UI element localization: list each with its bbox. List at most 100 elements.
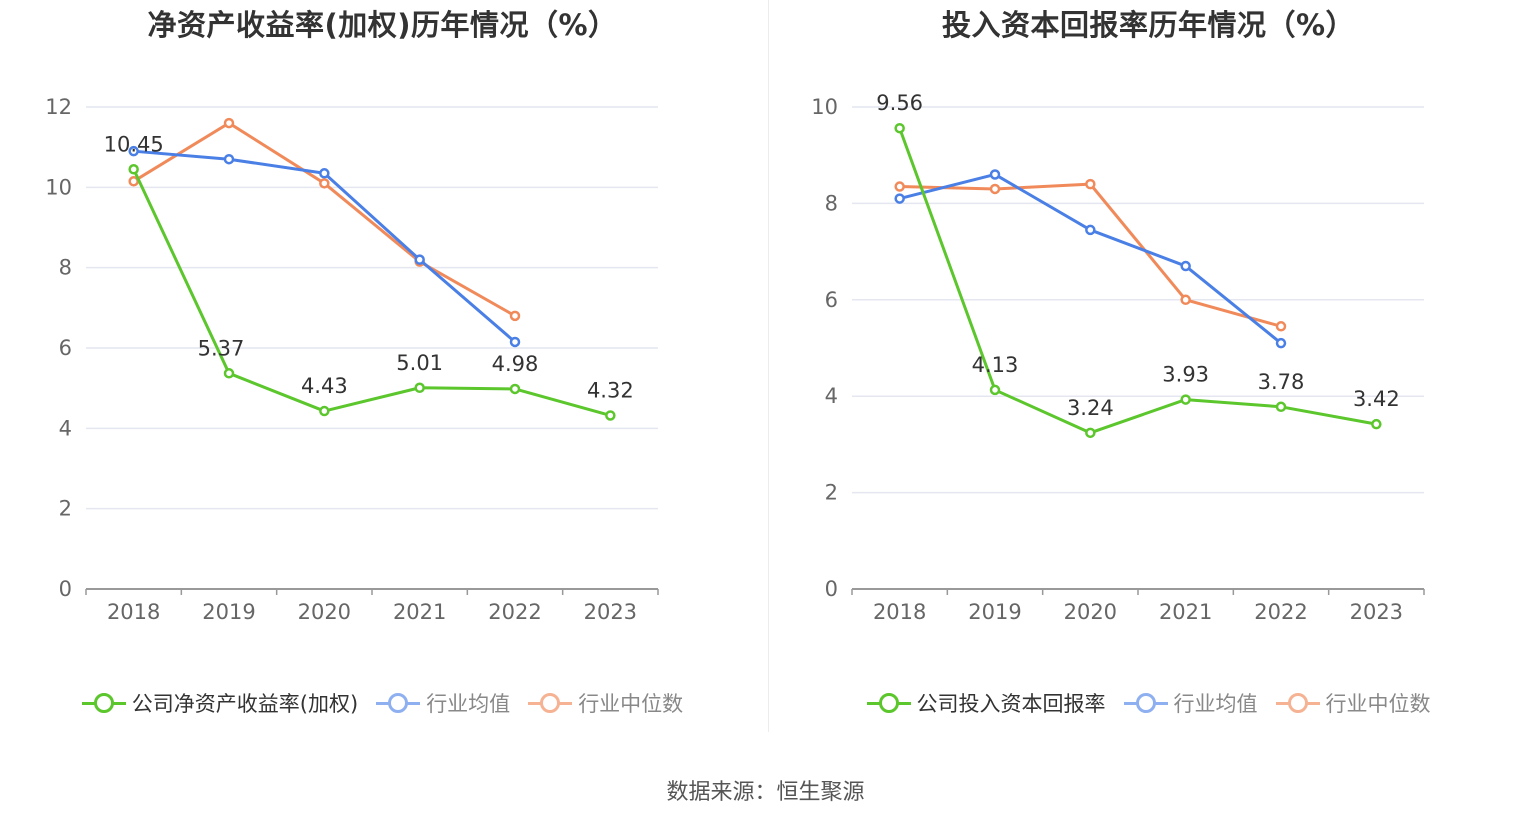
x-tick-label: 2022 <box>1254 600 1307 624</box>
x-tick-label: 2022 <box>488 600 541 624</box>
legend-label: 行业中位数 <box>1325 692 1431 716</box>
legend-label: 行业均值 <box>1173 692 1258 716</box>
legend-item-company[interactable]: 公司净资产收益率(加权) <box>81 688 359 718</box>
x-tick-label: 2023 <box>1350 600 1403 624</box>
data-point-median[interactable] <box>1275 321 1287 332</box>
data-label: 3.93 <box>1162 363 1209 387</box>
y-tick-label: 8 <box>59 256 72 280</box>
roic-chart-panel: 投入资本回报率历年情况（%） 0 2 4 6 8 10 2018 2019 2020 2021 20… <box>766 0 1531 740</box>
panel-divider <box>768 0 769 732</box>
data-point-median[interactable] <box>223 117 235 129</box>
x-tick-label: 2019 <box>968 600 1021 624</box>
data-label: 4.13 <box>972 353 1019 377</box>
legend-median-marker <box>528 691 573 715</box>
legend-label: 公司净资产收益率(加权) <box>131 692 359 716</box>
x-tick-label: 2021 <box>1159 600 1212 624</box>
data-label: 3.78 <box>1258 370 1305 394</box>
x-tick-label: 2018 <box>873 600 926 624</box>
data-point-company[interactable] <box>1180 394 1191 405</box>
chart-title: 净资产收益率(加权)历年情况（%） <box>147 8 618 42</box>
y-tick-label: 6 <box>59 336 72 360</box>
legend-item-avg[interactable]: 行业均值 <box>376 688 510 718</box>
y-tick-label: 8 <box>825 191 838 215</box>
data-point-avg[interactable] <box>1180 260 1191 272</box>
data-label: 4.98 <box>492 352 539 376</box>
legend-avg-marker <box>1123 691 1168 715</box>
y-tick-label: 4 <box>825 384 838 408</box>
series-line-median <box>132 121 516 318</box>
chart-legend: 公司投入资本回报率 行业均值 行业中位数 <box>766 688 1531 718</box>
data-point-avg[interactable] <box>1085 224 1096 236</box>
data-point-avg[interactable] <box>223 153 235 165</box>
roe-chart-panel: 净资产收益率(加权)历年情况（%） 0 2 4 6 8 10 12 2018 2019 2020 2… <box>0 0 765 740</box>
data-point-median[interactable] <box>894 181 905 192</box>
series-line-avg <box>899 172 1282 345</box>
data-point-company[interactable] <box>128 164 139 175</box>
x-tick-label: 2020 <box>1064 600 1117 624</box>
roe-line-chart: 0 2 4 6 8 10 12 2018 2019 2020 2021 2022 2023 10.45 5.… <box>45 95 659 624</box>
series-line-company <box>132 168 611 417</box>
legend-item-company[interactable]: 公司投入资本回报率 <box>866 688 1106 718</box>
y-tick-label: 10 <box>45 175 72 199</box>
y-tick-label: 12 <box>45 95 72 119</box>
data-point-avg[interactable] <box>1275 337 1287 349</box>
legend-company-marker <box>81 691 126 715</box>
y-tick-label: 10 <box>811 95 838 119</box>
data-label: 4.43 <box>301 374 348 398</box>
data-point-company[interactable] <box>1275 401 1287 413</box>
data-point-company[interactable] <box>1371 418 1382 430</box>
legend-item-median[interactable]: 行业中位数 <box>528 688 683 718</box>
y-tick-label: 6 <box>825 288 838 312</box>
y-tick-label: 2 <box>59 497 72 521</box>
data-label: 5.37 <box>198 336 245 360</box>
x-tick-label: 2019 <box>202 600 255 624</box>
data-point-median[interactable] <box>509 310 521 322</box>
data-point-avg[interactable] <box>989 169 1001 180</box>
data-point-company[interactable] <box>414 382 425 394</box>
y-tick-label: 4 <box>59 416 72 440</box>
data-point-company[interactable] <box>509 383 521 395</box>
x-tick-label: 2018 <box>107 600 160 624</box>
data-point-avg[interactable] <box>414 254 425 265</box>
roic-line-chart: 0 2 4 6 8 10 2018 2019 2020 2021 2022 2023 9.56 4.13 3… <box>811 91 1425 624</box>
y-tick-label: 0 <box>59 577 72 601</box>
legend-avg-marker <box>376 691 421 715</box>
x-tick-label: 2023 <box>584 600 637 624</box>
x-tick-label: 2020 <box>298 600 351 624</box>
legend-median-marker <box>1275 691 1320 715</box>
data-point-avg[interactable] <box>894 193 905 204</box>
legend-label: 行业均值 <box>426 692 511 716</box>
data-point-company[interactable] <box>989 384 1001 396</box>
legend-company-marker <box>866 691 911 715</box>
data-label: 9.56 <box>876 91 923 115</box>
legend-item-median[interactable]: 行业中位数 <box>1275 688 1431 718</box>
data-label: 3.42 <box>1353 387 1400 411</box>
y-tick-label: 2 <box>825 481 838 505</box>
series-line-company <box>898 127 1377 435</box>
chart-title: 投入资本回报率历年情况（%） <box>941 8 1356 42</box>
series-line-median <box>899 182 1282 328</box>
data-point-median[interactable] <box>1085 178 1096 190</box>
chart-legend: 公司净资产收益率(加权) 行业均值 行业中位数 <box>0 688 765 718</box>
data-point-company[interactable] <box>605 410 616 421</box>
data-point-median[interactable] <box>319 178 330 189</box>
data-point-company[interactable] <box>319 405 330 417</box>
legend-label: 公司投入资本回报率 <box>916 692 1106 716</box>
legend-item-avg[interactable]: 行业均值 <box>1123 688 1258 718</box>
legend-label: 行业中位数 <box>578 692 684 716</box>
data-source-note: 数据来源：恒生聚源 <box>666 780 865 805</box>
data-point-avg[interactable] <box>128 145 139 157</box>
data-point-avg[interactable] <box>319 168 330 179</box>
data-point-company[interactable] <box>1085 427 1096 439</box>
data-label: 4.32 <box>587 378 634 402</box>
data-point-median[interactable] <box>989 183 1001 195</box>
data-point-median[interactable] <box>1180 294 1191 306</box>
y-tick-label: 0 <box>825 577 838 601</box>
data-label: 10.45 <box>104 132 164 156</box>
x-tick-label: 2021 <box>393 600 446 624</box>
data-point-company[interactable] <box>223 368 235 379</box>
data-point-avg[interactable] <box>509 336 521 348</box>
data-label: 5.01 <box>396 351 443 375</box>
data-label: 3.24 <box>1067 396 1114 420</box>
data-point-company[interactable] <box>894 122 905 134</box>
